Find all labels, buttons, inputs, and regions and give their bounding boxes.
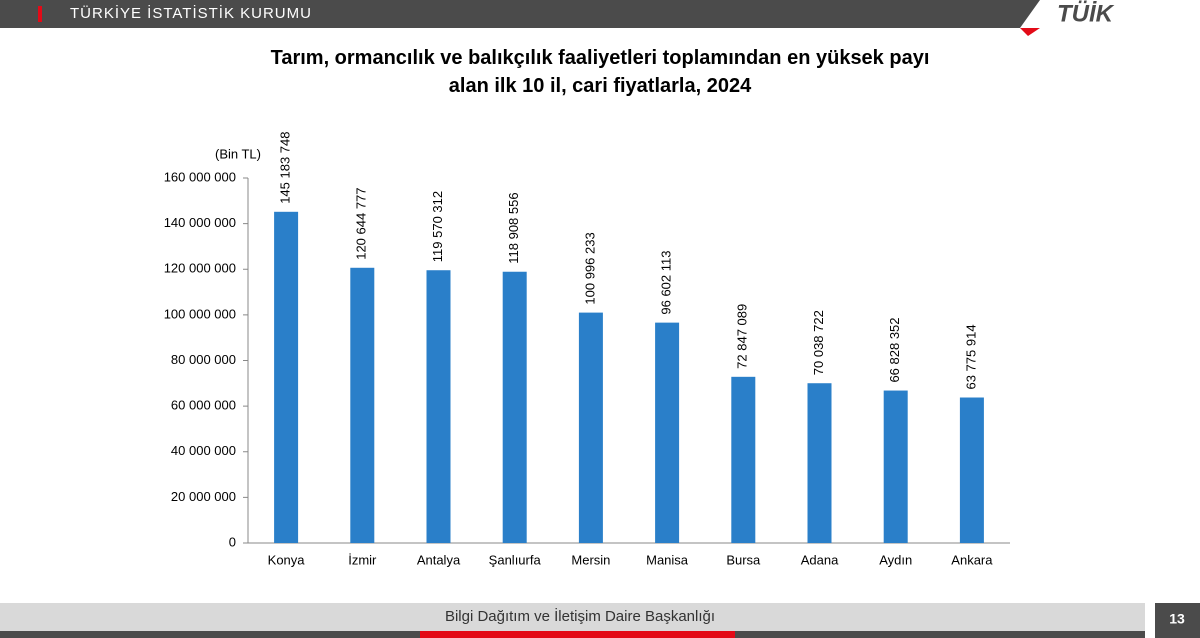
logo-bg: [1020, 0, 1200, 28]
x-tick-label: Manisa: [646, 552, 689, 567]
value-label: 70 038 722: [811, 310, 826, 375]
logo: TÜİK: [1057, 0, 1115, 27]
x-tick-label: Konya: [268, 552, 306, 567]
x-tick-label: Aydın: [879, 552, 912, 567]
footer-text: Bilgi Dağıtım ve İletişim Daire Başkanlı…: [445, 607, 715, 625]
y-tick-label: 160 000 000: [164, 169, 236, 184]
value-label: 63 775 914: [963, 324, 978, 389]
x-tick-label: Ankara: [951, 552, 993, 567]
y-tick-label: 100 000 000: [164, 306, 236, 321]
value-label: 120 644 777: [354, 187, 369, 259]
bar: [655, 322, 680, 543]
y-tick-label: 60 000 000: [171, 398, 236, 413]
bar: [350, 267, 375, 543]
y-tick-label: 120 000 000: [164, 261, 236, 276]
page-number: 13: [1169, 611, 1185, 627]
value-label: 145 183 748: [278, 132, 293, 204]
x-tick-label: Şanlıurfa: [489, 552, 542, 567]
bar: [731, 376, 756, 543]
y-tick-label: 80 000 000: [171, 352, 236, 367]
x-tick-label: Mersin: [571, 552, 610, 567]
header-marker: [38, 6, 42, 22]
value-label: 118 908 556: [506, 192, 521, 263]
footer-accent: [420, 631, 735, 638]
x-tick-label: Bursa: [726, 552, 761, 567]
bar: [426, 270, 451, 543]
bar: [883, 390, 908, 543]
logo-accent: [1020, 28, 1040, 36]
header-title: TÜRKİYE İSTATİSTİK KURUMU: [70, 4, 312, 22]
value-label: 66 828 352: [887, 317, 902, 382]
value-label: 96 602 113: [659, 251, 674, 315]
x-tick-label: İzmir: [348, 552, 377, 567]
x-tick-label: Antalya: [417, 552, 461, 567]
bar: [807, 383, 832, 543]
bar: [274, 211, 299, 544]
chart-title: Tarım, ormancılık ve balıkçılık faaliyet…: [270, 47, 930, 97]
y-tick-label: 140 000 000: [164, 215, 236, 230]
y-tick-label: 0: [229, 534, 236, 549]
value-label: 119 570 312: [430, 191, 445, 262]
bar: [578, 312, 603, 543]
page-box: [1155, 603, 1200, 638]
bar: [502, 271, 527, 543]
value-label: 100 996 233: [582, 232, 597, 304]
y-axis-label: (Bin TL): [215, 146, 261, 161]
bar: [959, 397, 984, 543]
header-bar: [0, 0, 1200, 28]
value-label: 72 847 089: [735, 304, 750, 369]
y-tick-label: 40 000 000: [171, 443, 236, 458]
x-tick-label: Adana: [801, 552, 839, 567]
y-tick-label: 20 000 000: [171, 489, 236, 504]
footer-bar: [0, 603, 1145, 631]
